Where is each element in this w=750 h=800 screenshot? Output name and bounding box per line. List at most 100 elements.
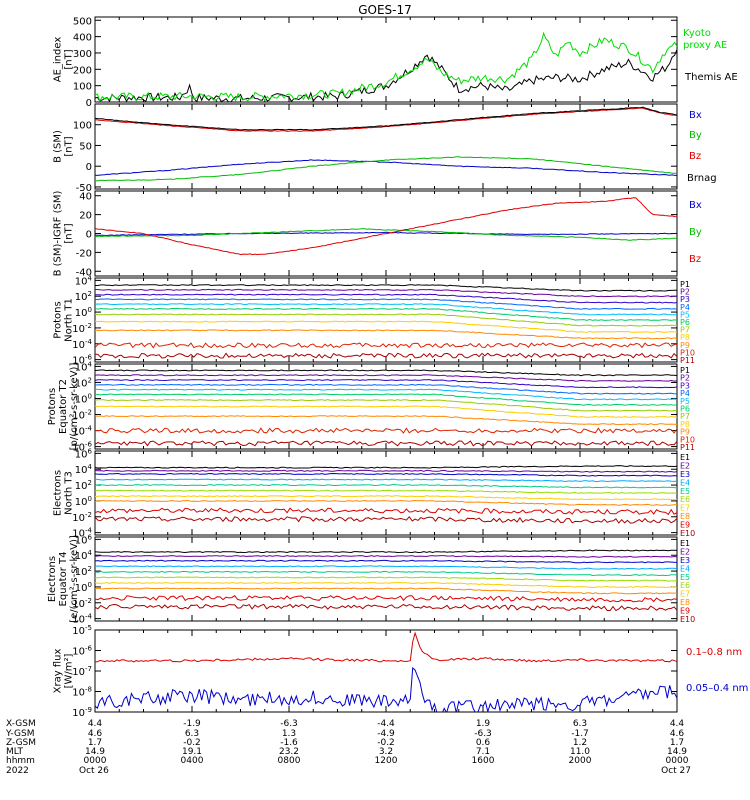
y-axis-label: Electrons [47,556,58,602]
y-tick-label: 0 [86,98,92,109]
x-axis-cell: 0000 [666,756,689,766]
channel-line-p7 [95,313,677,327]
x-axis-cell: -6.3 [474,729,492,739]
y-axis-label: AE_index [53,37,64,83]
y-tick-label: -40 [76,267,92,278]
channel-line-e8 [95,499,677,506]
channel-line-e6 [95,489,677,494]
channel-line-p2 [95,374,677,382]
channel-label-e7: E7 [680,590,690,599]
x-axis-cell: 0000 [84,756,107,766]
y-tick-label: 104 [75,274,93,287]
channel-line-p2 [95,288,677,298]
legend-label: Themis AE [684,72,738,83]
y-tick-label: 102 [75,290,92,303]
y-tick-label: 10-4 [72,338,92,351]
panel-data [95,284,677,359]
channel-label-p10: P10 [680,348,695,357]
x-axis-cell: -4.4 [377,719,395,729]
y-tick-label: 100 [75,306,92,319]
x-axis-row-label: hhmm [6,756,35,766]
x-axis-table: X-GSMY-GSMZ-GSMMLThhmm20224.44.61.714.90… [5,719,691,776]
y-axis-label: North T3 [64,471,75,515]
panel-data [95,106,677,182]
chart-title: GOES-17 [358,3,412,17]
channel-line-p5 [95,388,677,401]
x-axis-cell: 1.9 [476,719,491,729]
y-tick-label: 102 [75,479,92,492]
channel-line-p6 [95,307,677,321]
channel-line-p3 [95,293,677,304]
panel-frame [94,629,678,713]
series-line-0-1-0-8-nm [95,631,677,663]
channel-line-e7 [95,495,677,501]
y-tick-label: 10-2 [72,322,92,335]
x-axis-cell: 6.3 [185,729,199,739]
channel-line-p7 [95,399,677,412]
y-tick-label: 100 [73,121,92,132]
channel-label-e1: E1 [680,453,690,462]
channel-line-e10 [95,603,677,612]
x-axis-cell: 14.9 [667,747,687,757]
y-axis-label: [nT] [64,49,75,69]
y-axis-label: Xray flux [53,649,64,694]
y-tick-label: 300 [73,49,92,60]
channel-line-p5 [95,303,677,316]
x-axis-row-label: 2022 [6,766,29,776]
panel-frame [94,103,678,190]
y-tick-label: 50 [79,141,92,152]
y-tick-label: -20 [76,248,92,259]
y-axis-label: Equator T4 [58,552,69,607]
channel-label-e8: E8 [680,598,690,607]
channel-line-p8 [95,320,677,333]
x-axis-cell: 23.2 [279,747,299,757]
panel-data [95,465,677,524]
x-axis-cell: 1.3 [282,729,296,739]
x-axis-cell: -1.9 [183,719,201,729]
channel-line-e3 [95,559,677,564]
channel-line-e2 [95,555,677,558]
channel-line-e7 [95,581,677,588]
legend-label: Brnag [687,173,717,184]
y-tick-label: 20 [79,211,92,222]
x-axis-cell: -6.3 [280,719,298,729]
channel-line-e3 [95,472,677,477]
legend-label: Bz [689,151,701,162]
y-axis-label: [p/(cm²-s-sr-keV)] [69,363,80,451]
channel-label-p4: P4 [680,303,690,312]
x-axis-cell: 4.6 [670,729,685,739]
y-tick-label: 200 [73,65,92,76]
channel-label-e2: E2 [680,461,690,470]
channel-line-p9 [95,415,677,426]
channel-line-p8 [95,405,677,418]
x-axis-cell: 4.4 [670,719,685,729]
y-tick-label: 10-6 [72,645,92,658]
x-axis-cell: 2000 [569,756,592,766]
channel-label-e4: E4 [680,478,690,487]
y-axis-label: B (SM)-IGRF (SM) [53,191,64,277]
y-tick-label: 0 [86,162,92,173]
x-axis-row-label: X-GSM [6,719,36,729]
x-axis-cell: 1.2 [573,738,587,748]
series-line-by [95,156,677,182]
channel-line-p1 [95,369,677,377]
panel-xray: 10-5 10-6 10-7 10-8 10-9 Xray flux [W/m²] 0.1–0… [53,624,749,719]
channel-label-p8: P8 [680,420,690,429]
x-axis-cell: -0.2 [183,738,201,748]
legend-label: By [689,130,702,141]
y-axis-label: North T1 [64,298,75,342]
x-axis-cell: 11.0 [570,747,590,757]
panel-data [95,369,677,447]
channel-line-e6 [95,576,677,582]
y-axis-label: [nT] [64,136,75,156]
channel-label-e10: E10 [680,615,695,624]
x-axis-cell: 1600 [472,756,495,766]
channel-line-e5 [95,570,677,577]
channel-label-p3: P3 [680,295,690,304]
